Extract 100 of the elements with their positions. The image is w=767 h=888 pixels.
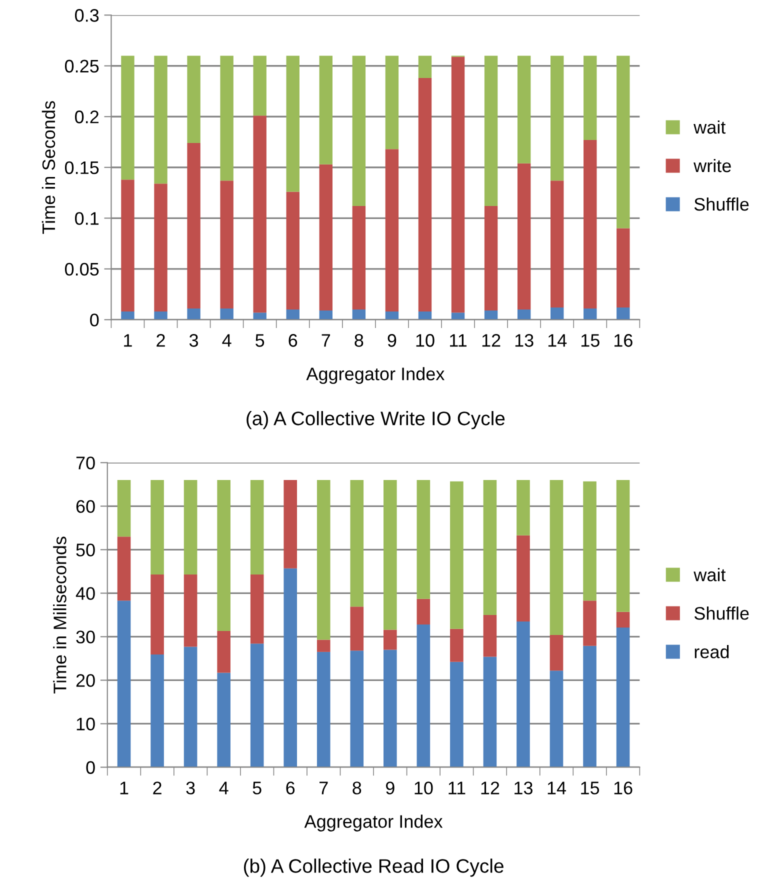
x-tick-label: 14 xyxy=(548,782,566,794)
x-axis-title: Aggregator Index xyxy=(304,814,443,832)
y-tick-label: 60 xyxy=(76,500,95,513)
bar xyxy=(516,480,530,536)
x-tick-label: 13 xyxy=(515,334,534,347)
bar xyxy=(250,644,264,768)
bar xyxy=(416,598,430,625)
x-tick-label: 8 xyxy=(352,782,362,794)
bar xyxy=(416,480,430,599)
y-tick-label: 40 xyxy=(76,587,95,600)
y-tick-label: 70 xyxy=(76,456,95,470)
bar xyxy=(384,650,397,768)
bar xyxy=(418,56,432,78)
text: (a) A Collective Write IO Cycle xyxy=(246,411,505,430)
bar xyxy=(450,481,464,629)
x-tick-label: 4 xyxy=(219,782,228,794)
y-tick-label: 0 xyxy=(90,314,99,326)
x-tick-label: 11 xyxy=(448,782,466,794)
bar xyxy=(616,480,630,612)
bar xyxy=(550,56,564,181)
y-axis-title: Time in Miliseconds xyxy=(53,536,66,694)
x-tick-label: 15 xyxy=(581,782,600,794)
bar xyxy=(150,574,164,655)
bar xyxy=(187,143,200,309)
x-tick-label: 7 xyxy=(320,782,328,794)
bar xyxy=(483,480,497,615)
x-tick-label: 15 xyxy=(581,334,600,347)
bar xyxy=(217,672,230,768)
bar xyxy=(284,480,298,568)
legend-label: write xyxy=(694,158,731,172)
bar xyxy=(483,614,497,657)
y-tick-label: 0.2 xyxy=(75,110,99,124)
x-tick-label: 2 xyxy=(156,334,165,347)
y-tick-label: 10 xyxy=(76,718,95,730)
bar xyxy=(117,480,131,537)
x-tick-label: 10 xyxy=(416,334,434,347)
bar xyxy=(253,56,266,116)
x-tick-label: 3 xyxy=(189,334,198,347)
bar xyxy=(550,670,564,768)
x-tick-label: 3 xyxy=(186,782,195,794)
bar xyxy=(184,574,198,647)
bar xyxy=(517,56,531,164)
x-tick-label: 6 xyxy=(288,334,298,347)
x-tick-label: 12 xyxy=(481,782,500,794)
bar xyxy=(150,654,164,768)
bar xyxy=(385,149,399,312)
bar xyxy=(416,624,430,768)
bar xyxy=(385,56,399,150)
x-tick-label: 10 xyxy=(414,782,433,794)
y-tick-label: 0 xyxy=(86,761,95,774)
x-tick-label: 6 xyxy=(286,782,295,794)
x-axis-title: Aggregator Index xyxy=(306,367,445,384)
bar xyxy=(583,646,596,768)
bar xyxy=(154,184,168,312)
y-tick-label: 0.1 xyxy=(75,212,99,225)
bar xyxy=(450,628,464,662)
bar xyxy=(550,307,564,320)
text: (b) A Collective Read IO Cycle xyxy=(244,858,504,877)
bar xyxy=(286,56,300,192)
bar xyxy=(484,310,498,320)
bar xyxy=(250,574,264,644)
x-tick-label: 2 xyxy=(153,782,162,794)
bar xyxy=(384,630,397,650)
x-tick-label: 8 xyxy=(354,334,364,347)
bar xyxy=(350,606,364,651)
bar xyxy=(616,56,630,228)
y-tick-label: 0.3 xyxy=(75,9,99,22)
bar xyxy=(117,600,131,768)
bar xyxy=(583,481,596,601)
bar xyxy=(154,56,168,184)
bar xyxy=(517,310,531,320)
bar xyxy=(550,480,564,635)
y-tick-label: 20 xyxy=(76,674,95,687)
bar xyxy=(184,480,198,574)
bar xyxy=(418,312,432,320)
bar xyxy=(220,308,234,320)
bar xyxy=(616,628,630,768)
x-tick-label: 5 xyxy=(252,782,262,794)
bar xyxy=(483,656,497,768)
x-tick-label: 4 xyxy=(222,334,232,347)
bar xyxy=(250,480,264,574)
bar xyxy=(516,535,530,622)
x-tick-label: 7 xyxy=(322,334,330,347)
bar xyxy=(253,116,266,313)
bar xyxy=(352,310,366,320)
bar xyxy=(385,312,399,320)
bar xyxy=(286,310,300,320)
bar xyxy=(319,164,333,311)
bar xyxy=(316,640,330,652)
legend-label: wait xyxy=(694,120,726,134)
bar xyxy=(584,56,597,140)
x-tick-label: 16 xyxy=(614,334,632,347)
bar xyxy=(319,56,333,164)
bar xyxy=(616,307,630,320)
bar xyxy=(187,308,200,320)
bar xyxy=(217,480,230,632)
bar xyxy=(584,308,597,320)
bar xyxy=(550,634,564,671)
y-tick-label: 0.25 xyxy=(64,60,99,73)
y-tick-label: 30 xyxy=(76,630,95,644)
